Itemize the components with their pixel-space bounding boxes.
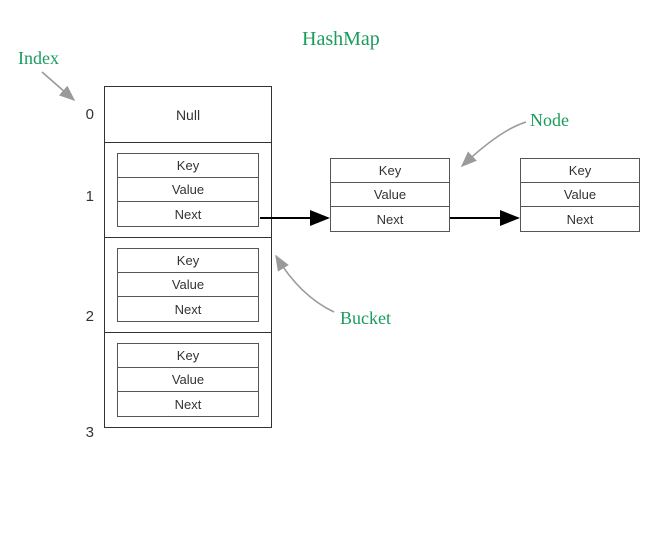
node-key: Key — [118, 249, 258, 273]
index-1: 1 — [74, 188, 94, 205]
bucket-1: Key Value Next — [105, 143, 271, 238]
node-value: Value — [118, 178, 258, 202]
bucket-3-node: Key Value Next — [117, 343, 259, 417]
index-0: 0 — [74, 106, 94, 123]
index-2: 2 — [74, 308, 94, 325]
bucket-0: Null — [105, 87, 271, 143]
node-next: Next — [118, 202, 258, 226]
chain-node-2: Key Value Next — [520, 158, 640, 232]
node-value: Value — [521, 183, 639, 207]
node-key: Key — [118, 154, 258, 178]
null-text: Null — [176, 107, 200, 123]
bucket-2-node: Key Value Next — [117, 248, 259, 322]
bucket-column: Null Key Value Next Key Value Next Key V… — [104, 86, 272, 428]
arrow-node-label — [462, 122, 526, 166]
node-key: Key — [331, 159, 449, 183]
diagram-title: HashMap — [302, 28, 380, 51]
chain-node-1: Key Value Next — [330, 158, 450, 232]
node-next: Next — [331, 207, 449, 231]
node-label: Node — [530, 110, 569, 131]
bucket-1-node: Key Value Next — [117, 153, 259, 227]
bucket-label: Bucket — [340, 308, 391, 329]
node-value: Value — [118, 368, 258, 392]
arrow-index — [42, 72, 74, 100]
index-label: Index — [18, 48, 59, 69]
arrows-overlay — [0, 0, 660, 545]
node-value: Value — [331, 183, 449, 207]
index-3: 3 — [74, 424, 94, 441]
bucket-2: Key Value Next — [105, 238, 271, 333]
node-next: Next — [118, 297, 258, 321]
node-value: Value — [118, 273, 258, 297]
bucket-3: Key Value Next — [105, 333, 271, 427]
arrow-bucket-label — [276, 256, 334, 312]
node-key: Key — [118, 344, 258, 368]
node-key: Key — [521, 159, 639, 183]
node-next: Next — [521, 207, 639, 231]
node-next: Next — [118, 392, 258, 416]
